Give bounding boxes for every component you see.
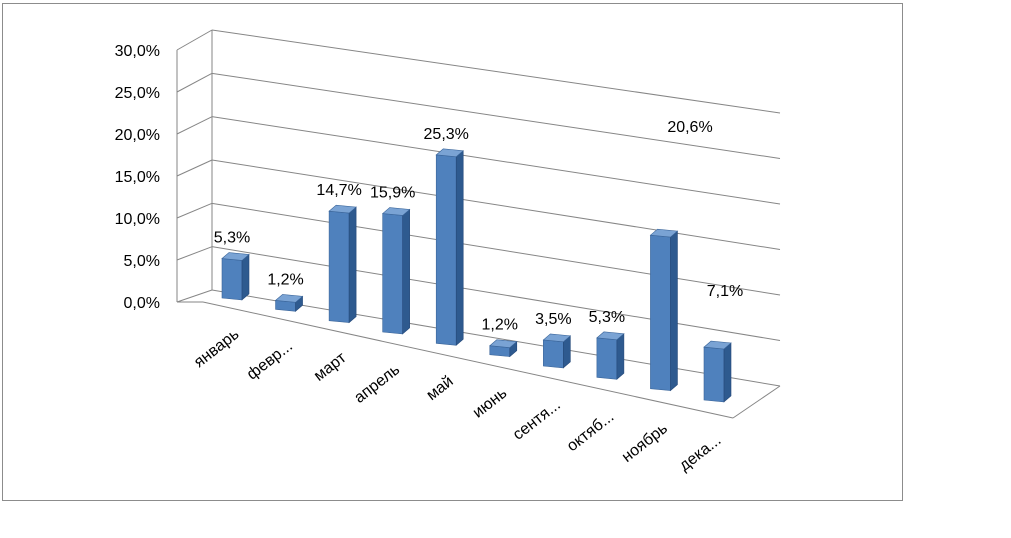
- back-gridline: [211, 159, 781, 250]
- bar-top: [542, 333, 572, 343]
- category-label: март: [311, 349, 350, 385]
- y-tick-label: 15,0%: [115, 169, 160, 186]
- bar-top: [381, 207, 411, 216]
- category-label: апрель: [351, 361, 403, 407]
- category-label: февр...: [244, 338, 296, 384]
- bar-front: [543, 339, 564, 369]
- bar-top: [649, 228, 679, 238]
- back-gridline: [211, 289, 781, 387]
- floor-right-edge: [732, 385, 781, 419]
- category-label: май: [423, 373, 456, 404]
- side-gridline: [176, 246, 213, 261]
- category-label: сентя...: [510, 396, 564, 443]
- y-tick-label: 20,0%: [115, 127, 160, 144]
- category-label: июнь: [470, 385, 510, 422]
- data-labels: 5,3% 1,2% 14,7% 15,9% 25,3% 1,2% 3,5% 5,3% 20,6%…: [214, 119, 743, 334]
- back-gridline: [211, 72, 781, 159]
- y-tick-label: 0,0%: [124, 295, 160, 312]
- bar-top: [703, 340, 732, 350]
- data-label: 14,7%: [316, 182, 361, 199]
- y-tick-label: 25,0%: [115, 85, 160, 102]
- bars: [221, 148, 732, 403]
- data-label: 5,3%: [214, 230, 250, 247]
- bar-side: [670, 230, 678, 392]
- bar-top: [328, 204, 357, 214]
- y-tick-label: 10,0%: [115, 211, 160, 228]
- bar-top: [221, 252, 250, 261]
- bar-front: [435, 154, 457, 346]
- bar-front: [382, 213, 403, 335]
- bar-side: [455, 150, 464, 346]
- side-gridline: [176, 289, 213, 303]
- side-gridline: [176, 159, 213, 177]
- bar-side: [723, 342, 732, 403]
- bar-front: [650, 234, 671, 391]
- back-gridline: [211, 116, 781, 205]
- bar-top: [435, 148, 464, 158]
- y-tick-label: 5,0%: [124, 253, 160, 270]
- side-gridline: [176, 116, 213, 135]
- category-label: дека...: [676, 432, 724, 475]
- bar-front: [596, 337, 618, 380]
- floor-front-edge: [202, 301, 734, 419]
- bar-side: [402, 208, 410, 335]
- category-label: октяб...: [564, 408, 617, 455]
- bar-top: [489, 339, 518, 348]
- side-gridline: [176, 202, 213, 219]
- bar-front: [703, 346, 725, 403]
- bar-side: [348, 206, 357, 324]
- bar-side: [241, 253, 250, 301]
- bar-side: [616, 333, 625, 380]
- data-label: 3,5%: [535, 311, 571, 328]
- side-gridline: [176, 29, 213, 51]
- data-label: 1,2%: [267, 271, 303, 288]
- back-gridline: [211, 202, 781, 296]
- x-axis-categories: январь февр... март апрель май июнь сентя... ок…: [191, 326, 724, 475]
- back-gridline: [211, 246, 781, 341]
- back-gridline: [211, 29, 781, 114]
- bar-front: [328, 210, 350, 323]
- category-label: январь: [191, 326, 242, 371]
- data-label: 20,6%: [667, 119, 712, 136]
- side-gridline: [176, 72, 213, 93]
- data-label: 25,3%: [424, 126, 469, 143]
- bar-top: [274, 294, 304, 303]
- data-label: 1,2%: [482, 317, 518, 334]
- y-tick-label: 30,0%: [115, 43, 160, 60]
- bar-top: [596, 331, 625, 341]
- data-label: 7,1%: [707, 283, 743, 300]
- category-label: ноябрь: [619, 420, 671, 466]
- bar-front: [221, 258, 243, 301]
- data-label: 15,9%: [370, 185, 415, 202]
- data-label: 5,3%: [589, 309, 625, 326]
- grid-layer: [176, 29, 781, 419]
- y-axis-ticks: 0,0% 5,0% 10,0% 15,0% 20,0% 25,0% 30,0%: [115, 43, 160, 312]
